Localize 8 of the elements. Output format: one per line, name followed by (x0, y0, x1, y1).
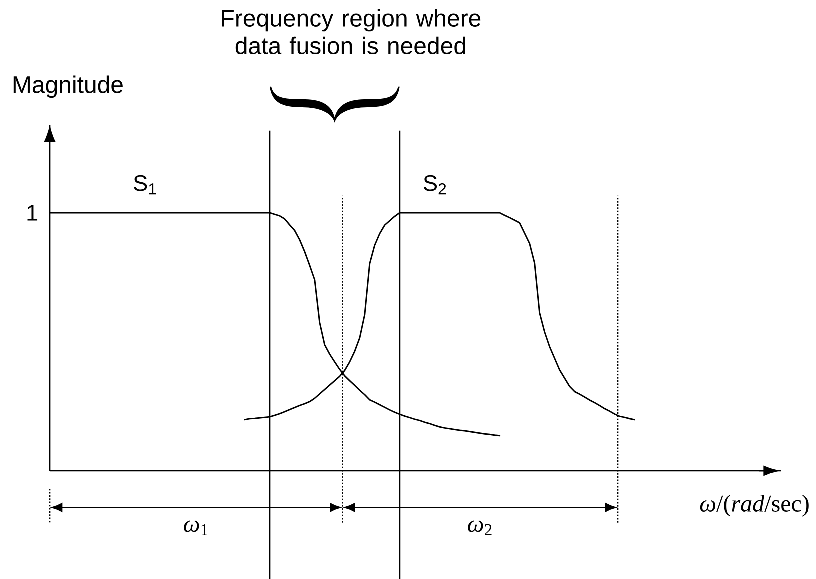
text: Frequency region where data fusion is needed (222, 9, 481, 55)
text: ω$_{2}$ (468, 520, 492, 536)
x-axis-title: ω/(rad/sec) (700, 495, 809, 517)
series-label: S$_{2}$ (424, 175, 446, 195)
text: ω$_{1}$ (184, 520, 208, 536)
series-label: S$_{1}$ (134, 175, 156, 195)
y-axis-title: Magnitude (14, 76, 123, 98)
text: 1 (28, 205, 38, 221)
